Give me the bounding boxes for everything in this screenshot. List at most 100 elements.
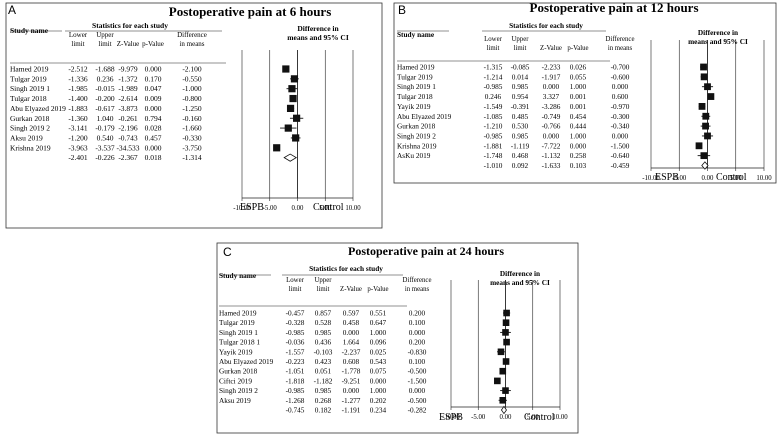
z-value: -2.196 (118, 124, 138, 133)
z-value: -0.749 (542, 112, 561, 121)
p-value: 0.001 (570, 92, 587, 101)
effect-square (698, 103, 706, 110)
panel-b-header-diff-1: Difference (606, 36, 635, 43)
study-name: Aksu 2019 (219, 396, 251, 405)
p-value: 1.000 (370, 386, 387, 395)
effect-square (700, 152, 708, 160)
difference-value: -0.500 (408, 367, 427, 376)
study-name: Gurkan 2018 (397, 122, 436, 131)
difference-value: 0.000 (409, 386, 426, 395)
upper-limit-value: 0.485 (512, 112, 529, 121)
lower-limit-value: -3.963 (68, 143, 88, 152)
effect-square (286, 104, 295, 112)
panel-a-row: Tulgar 2018 -1.400 -0.200 -2.614 0.009 -0.800 (10, 94, 297, 103)
study-name: Singh 2019 2 (219, 386, 258, 395)
panel-c-letter: C (223, 245, 232, 259)
lower-limit-value: -0.985 (286, 386, 305, 395)
panel-a-pooled-row: -2.401 -0.226 -2.367 0.018 -1.314 (68, 153, 298, 162)
z-value: 3.327 (543, 92, 560, 101)
effect-square (497, 348, 505, 356)
effect-square (503, 338, 510, 346)
effect-square (494, 377, 501, 385)
panel-b-header-p: p-Value (567, 45, 588, 52)
p-value: 0.444 (570, 122, 587, 131)
study-name: AsKu 2019 (397, 151, 431, 160)
z-value: -2.233 (542, 63, 561, 72)
study-name: Ciftci 2019 (219, 376, 252, 385)
panel-b-header-upper-2: limit (514, 45, 527, 52)
upper-limit-value: 1.040 (97, 114, 114, 123)
panel-c-header-study: Study name (219, 271, 257, 280)
panel-c-header-stats: Statistics for each study (309, 264, 383, 273)
upper-limit-value: 0.985 (512, 131, 529, 140)
panel-a-row: Aksu 2019 -1.200 0.540 -0.743 0.457 -0.330 (10, 133, 301, 142)
effect-square (499, 397, 507, 404)
panel-b-title: Postoperative pain at 12 hours (530, 0, 699, 15)
study-name: Singh 2019 2 (10, 124, 50, 133)
panel-b-row: Gurkan 2018 -1.210 0.530 -0.766 0.444 -0.340 (397, 122, 711, 131)
p-value: 0.009 (145, 94, 162, 103)
panel-a: A Postoperative pain at 6 hours Study name… (5, 2, 383, 229)
study-name: Tulgar 2019 (10, 74, 47, 83)
z-value: 0.458 (343, 318, 360, 327)
panel-a-row: Tulgar 2019 -1.336 0.236 -1.372 0.170 -0.550 (10, 74, 299, 83)
difference-value: -0.160 (182, 114, 202, 123)
panel-b-header-lower-1: Lower (484, 36, 502, 43)
z-value: -1.372 (118, 74, 138, 83)
panel-a-header-upper-2: limit (98, 40, 111, 48)
p-value: 0.026 (570, 63, 587, 72)
difference-value: -0.970 (611, 102, 630, 111)
z-value: -2.367 (118, 153, 138, 162)
effect-square (502, 358, 510, 365)
difference-value: -1.250 (182, 104, 202, 113)
lower-limit-value: -0.036 (286, 338, 305, 347)
panel-c-header-p: p-Value (367, 286, 388, 293)
panel-a-header-lower-2: limit (71, 40, 84, 48)
difference-value: -1.660 (182, 124, 202, 133)
z-value: 0.597 (343, 309, 360, 318)
panel-c-header-ci-2: means and 95% CI (490, 278, 550, 287)
lower-limit-value: -2.512 (68, 65, 88, 74)
effect-square (288, 85, 296, 93)
panel-a-header-p: p-Value (142, 40, 164, 48)
panel-a-tick-label-3: 5.00 (319, 205, 331, 212)
lower-limit-value: -0.985 (484, 131, 503, 140)
p-value: 0.000 (370, 376, 387, 385)
lower-limit-value: 0.246 (485, 92, 502, 101)
effect-square (289, 94, 297, 103)
p-value: 0.047 (145, 84, 162, 93)
panel-c-header-upper-1: Upper (315, 277, 333, 284)
difference-value: -0.640 (611, 151, 630, 160)
upper-limit-value: 0.014 (512, 72, 529, 81)
difference-value: 0.000 (612, 82, 629, 91)
study-name: Singh 2019 2 (397, 131, 436, 140)
panel-b-tick-label-1: -5.00 (672, 175, 687, 182)
panel-a-row: Singh 2019 1 -1.985 -0.015 -1.989 0.047 -1.00… (10, 84, 298, 93)
upper-limit-value: 0.857 (315, 309, 332, 318)
panel-c-favours-right-label: Control (524, 412, 555, 423)
p-value: 0.454 (570, 112, 587, 121)
difference-value: -0.550 (182, 74, 202, 83)
lower-limit-value: -3.141 (68, 124, 88, 133)
z-value: -1.277 (342, 396, 361, 405)
z-value: -1.191 (342, 406, 361, 415)
panel-a-header-diff-2: in means (179, 40, 204, 48)
lower-limit-value: -1.051 (286, 367, 305, 376)
upper-limit-value: -1.688 (95, 65, 115, 74)
panel-b-tick-label-0: -10.00 (642, 175, 660, 182)
panel-c-header-ci-1: Difference in (500, 269, 540, 278)
panel-a-favours-right-label: Control (313, 202, 344, 213)
panel-b-row: Singh 2019 1 -0.985 0.985 0.000 1.000 0.000 (397, 82, 714, 91)
panel-c-header-diff-2: in means (405, 286, 430, 293)
z-value: -0.766 (542, 122, 561, 131)
panel-c-row: Gurkan 2018 -1.051 0.051 -1.778 0.075 -0.500 (219, 367, 507, 376)
p-value: 0.234 (370, 406, 387, 415)
panel-a-header-stats: Statistics for each study (92, 21, 168, 30)
panel-a-row: Gurkan 2018 -1.360 1.040 -0.261 0.794 -0.160 (10, 114, 304, 123)
panel-c-row: Tulgar 2018 1 -0.036 0.436 1.664 0.096 0.200 (219, 338, 510, 347)
p-value: 0.258 (570, 151, 587, 160)
lower-limit-value: -1.010 (484, 161, 503, 170)
z-value: -9.251 (342, 376, 361, 385)
p-value: 0.000 (570, 141, 587, 150)
panel-b-row: AsKu 2019 -1.748 0.468 -1.132 0.258 -0.640 (397, 151, 711, 160)
